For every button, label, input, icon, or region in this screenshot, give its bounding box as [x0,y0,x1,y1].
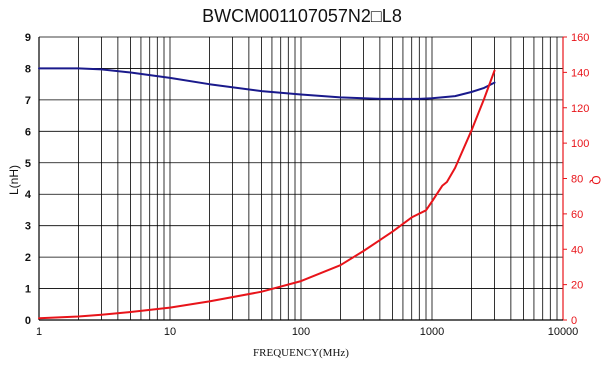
y-left-tick-label: 4 [25,189,32,201]
axes [38,36,567,321]
y-left-tick-label: 1 [25,284,31,296]
x-tick-label: 1 [36,326,42,338]
x-tick-label: 100 [292,326,310,338]
y-right-tick-label: 120 [571,103,589,115]
y-left-tick-label: 0 [25,315,31,327]
x-axis-label: FREQUENCY(MHz) [253,347,349,359]
y-right-tick-label: 20 [571,280,583,292]
y-left-tick-label: 7 [25,95,31,107]
y-right-tick-label: 160 [571,32,589,44]
grid [38,36,563,321]
series-group [38,67,496,320]
y-right-tick-label: 140 [571,67,589,79]
y-right-tick-label: 60 [571,209,583,221]
y-left-tick-label: 9 [25,32,31,44]
y-axis-label-left: L(nH) [7,165,21,195]
chart-title: BWCM001107057N2□L8 [202,6,402,26]
series-line-q [38,69,496,320]
y-left-tick-label: 2 [25,252,31,264]
y-left-tick-label: 8 [25,63,31,75]
x-tick-label: 10000 [548,326,579,338]
y-right-tick-label: 40 [571,244,583,256]
series-line-l [38,67,496,100]
y-left-tick-label: 5 [25,158,31,170]
x-tick-label: 1000 [420,326,444,338]
x-tick-label: 10 [164,326,176,338]
y-right-tick-label: 80 [571,174,583,186]
y-left-tick-label: 3 [25,221,31,233]
y-axis-label-right: Q [589,175,603,184]
y-right-tick-label: 0 [571,315,577,327]
y-right-tick-label: 100 [571,138,589,150]
y-left-tick-label: 6 [25,126,31,138]
